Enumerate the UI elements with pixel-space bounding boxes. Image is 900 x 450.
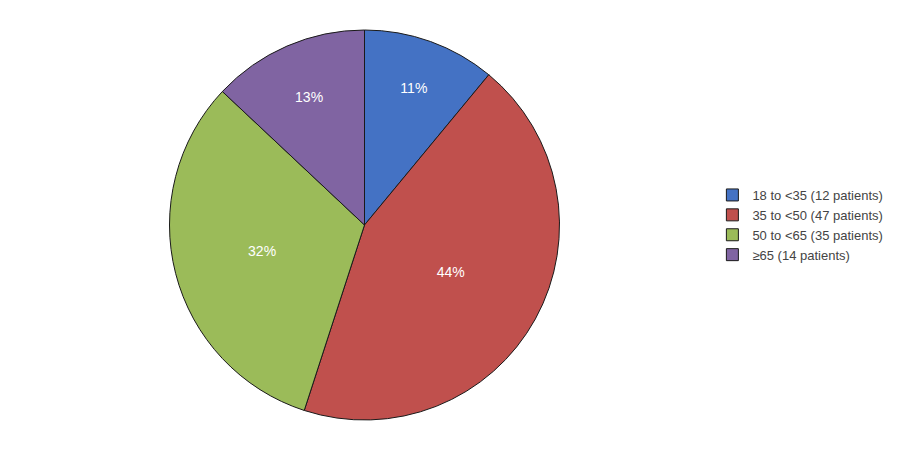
svg-text:35 to <50 (47 patients): 35 to <50 (47 patients) (752, 208, 882, 223)
svg-text:18 to <35 (12 patients): 18 to <35 (12 patients) (752, 188, 882, 203)
svg-text:32%: 32% (248, 243, 276, 259)
svg-text:13%: 13% (295, 89, 323, 105)
svg-text:50 to <65 (35 patients): 50 to <65 (35 patients) (752, 228, 882, 243)
svg-text:≥65 (14 patients): ≥65 (14 patients) (752, 248, 849, 263)
svg-text:44%: 44% (437, 264, 465, 280)
svg-text:11%: 11% (400, 80, 427, 96)
